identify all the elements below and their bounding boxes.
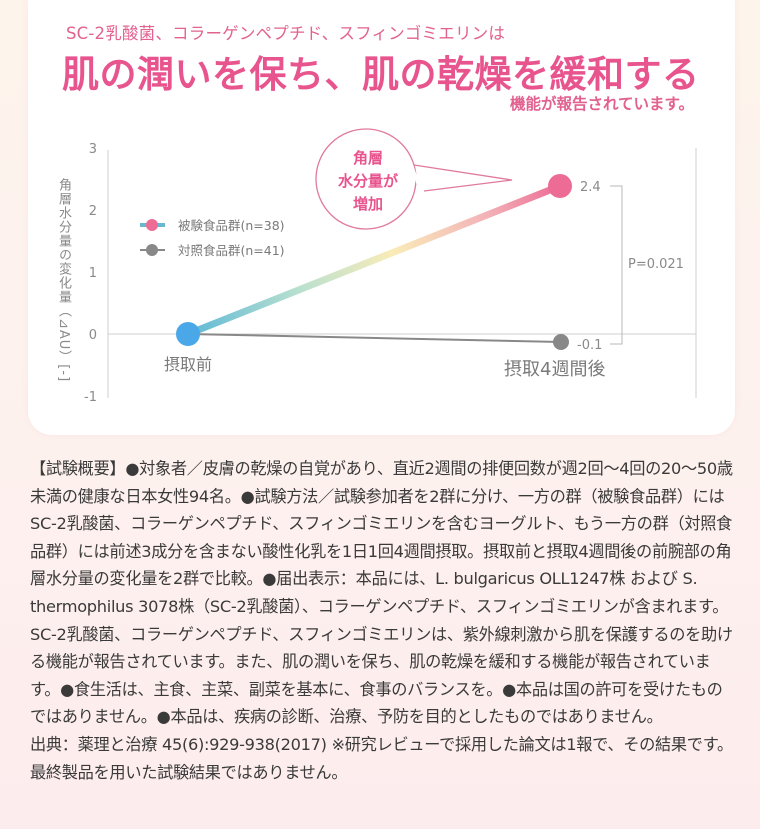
svg-text:増加: 増加 (353, 195, 383, 213)
legend-test-group: 被験食品群(n=38) (178, 218, 285, 233)
svg-text:3: 3 (89, 142, 97, 157)
svg-text:1: 1 (89, 266, 97, 281)
study-notes: 【試験概要】●対象者／皮膚の乾燥の自覚があり、直近2週間の排便回数が週2回〜4回… (30, 455, 736, 786)
y-axis-label: 角層水分量の変化量（⊿AU）[-] (56, 178, 71, 383)
control-series-line (187, 333, 562, 343)
legend: 被験食品群(n=38) 対照食品群(n=41) (140, 218, 285, 258)
svg-text:0: 0 (89, 328, 97, 343)
svg-text:2: 2 (89, 204, 97, 219)
control-point-after (553, 334, 569, 350)
test-point-after (548, 174, 572, 198)
study-summary: 【試験概要】●対象者／皮膚の乾燥の自覚があり、直近2週間の排便回数が週2回〜4回… (30, 459, 733, 727)
test-series-line (184, 182, 564, 338)
x-label-after: 摂取4週間後 (504, 359, 605, 380)
svg-text:-1: -1 (84, 390, 97, 405)
legend-control-group: 対照食品群(n=41) (178, 243, 285, 258)
x-label-before: 摂取前 (164, 355, 212, 374)
svg-text:角層: 角層 (353, 149, 383, 167)
svg-text:水分量が: 水分量が (338, 172, 399, 190)
callout-bubble: 角層 水分量が 増加 (315, 128, 513, 230)
value-label-test: 2.4 (580, 180, 601, 195)
p-value-bracket (610, 185, 623, 345)
chart-subtitle: SC-2乳酸菌、コラーゲンペプチド、スフィンゴミエリンは (66, 24, 506, 43)
start-point (176, 322, 200, 346)
p-value: P=0.021 (628, 257, 684, 272)
chart-title: 肌の潤いを保ち、肌の乾燥を緩和する (62, 53, 700, 96)
chart-title-tail: 機能が報告されています。 (510, 95, 694, 113)
y-ticks: 3 2 1 0 -1 (84, 142, 97, 405)
source-citation: 出典：薬理と治療 45(6):929-938(2017) ※研究レビューで採用し… (30, 734, 733, 782)
line-chart: 3 2 1 0 -1 被験食品群(n=38) 対照食品群(n=41) 2.4 -… (84, 128, 697, 405)
value-label-control: -0.1 (577, 338, 602, 353)
